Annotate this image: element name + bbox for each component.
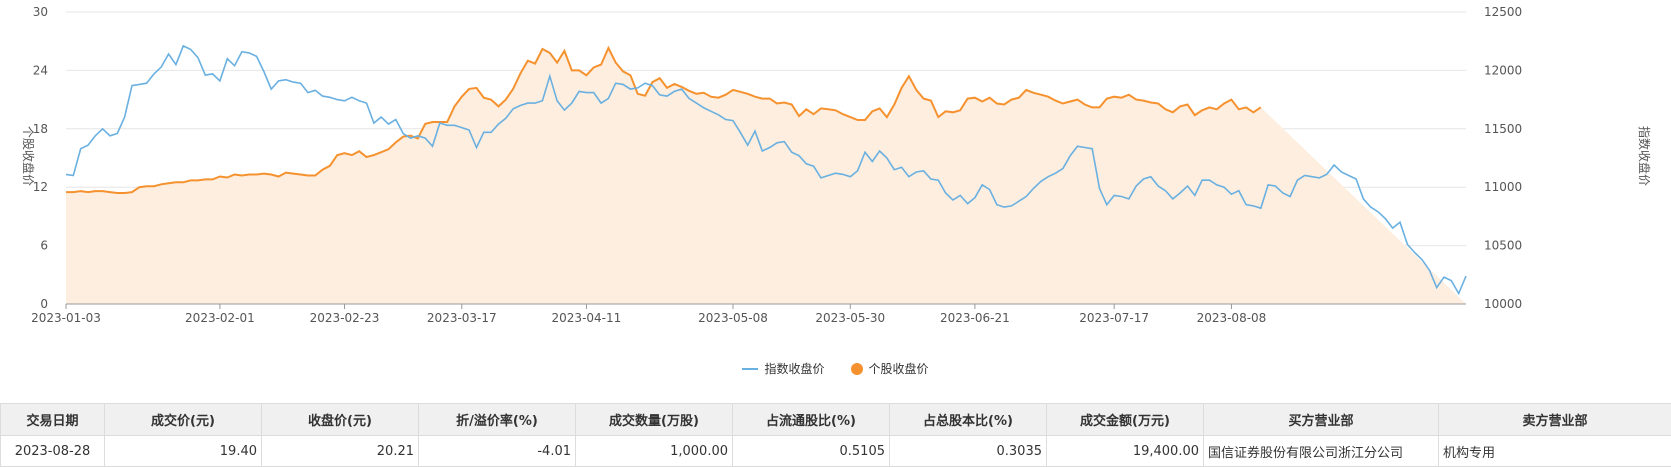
col-header-close-price[interactable]: 收盘价(元) <box>262 404 419 436</box>
y-left-axis-title: 个股收盘价 <box>21 126 36 186</box>
x-tick-label: 2023-01-03 <box>31 311 101 325</box>
cell-seller: 机构专用 <box>1439 436 1671 467</box>
block-trade-table: 交易日期 成交价(元) 收盘价(元) 折/溢价率(%) 成交数量(万股) 占流通… <box>0 403 1671 467</box>
cell-total-ratio: 0.3035 <box>890 436 1047 467</box>
col-header-date[interactable]: 交易日期 <box>1 404 105 436</box>
cell-premium-rate: -4.01 <box>419 436 576 467</box>
col-header-buyer[interactable]: 买方营业部 <box>1204 404 1439 436</box>
x-tick-label: 2023-07-17 <box>1079 311 1149 325</box>
x-tick-label: 2023-08-08 <box>1197 311 1267 325</box>
table-header-row: 交易日期 成交价(元) 收盘价(元) 折/溢价率(%) 成交数量(万股) 占流通… <box>1 404 1671 436</box>
col-header-total-ratio[interactable]: 占总股本比(%) <box>890 404 1047 436</box>
cell-float-ratio: 0.5105 <box>733 436 890 467</box>
x-tick-label: 2023-06-21 <box>940 311 1010 325</box>
y-right-tick-label: 10000 <box>1484 297 1522 311</box>
y-left-tick-label: 30 <box>33 5 48 19</box>
legend-item-stock[interactable]: 个股收盘价 <box>851 360 929 377</box>
cell-deal-price: 19.40 <box>105 436 262 467</box>
col-header-volume[interactable]: 成交数量(万股) <box>576 404 733 436</box>
cell-volume: 1,000.00 <box>576 436 733 467</box>
col-header-premium-rate[interactable]: 折/溢价率(%) <box>419 404 576 436</box>
y-right-tick-label: 10500 <box>1484 239 1522 253</box>
chart-legend: 指数收盘价 个股收盘价 <box>0 360 1671 377</box>
cell-close-price: 20.21 <box>262 436 419 467</box>
y-right-axis-title: 指数收盘价 <box>1637 126 1652 186</box>
col-header-float-ratio[interactable]: 占流通股比(%) <box>733 404 890 436</box>
x-tick-label: 2023-02-23 <box>310 311 380 325</box>
legend-label-stock: 个股收盘价 <box>869 360 929 377</box>
legend-line-marker <box>742 368 758 370</box>
y-left-tick-label: 6 <box>40 239 48 253</box>
col-header-seller[interactable]: 卖方营业部 <box>1439 404 1671 436</box>
legend-item-index[interactable]: 指数收盘价 <box>742 360 824 377</box>
legend-dot-marker <box>851 363 863 375</box>
cell-amount: 19,400.00 <box>1047 436 1204 467</box>
price-chart: 0612182430100001050011000115001200012500… <box>0 0 1671 355</box>
x-tick-label: 2023-03-17 <box>427 311 497 325</box>
col-header-deal-price[interactable]: 成交价(元) <box>105 404 262 436</box>
legend-label-index: 指数收盘价 <box>764 360 824 377</box>
y-right-tick-label: 11500 <box>1484 122 1522 136</box>
col-header-amount[interactable]: 成交金额(万元) <box>1047 404 1204 436</box>
y-right-tick-label: 11000 <box>1484 180 1522 194</box>
y-right-tick-label: 12500 <box>1484 5 1522 19</box>
y-left-tick-label: 24 <box>33 63 48 77</box>
cell-date: 2023-08-28 <box>1 436 105 467</box>
x-tick-label: 2023-04-11 <box>552 311 622 325</box>
x-tick-label: 2023-02-01 <box>185 311 255 325</box>
y-right-tick-label: 12000 <box>1484 63 1522 77</box>
cell-buyer: 国信证券股份有限公司浙江分公司 <box>1204 436 1439 467</box>
x-tick-label: 2023-05-08 <box>698 311 768 325</box>
x-tick-label: 2023-05-30 <box>815 311 885 325</box>
y-left-tick-label: 0 <box>40 297 48 311</box>
table-row: 2023-08-28 19.40 20.21 -4.01 1,000.00 0.… <box>1 436 1671 467</box>
